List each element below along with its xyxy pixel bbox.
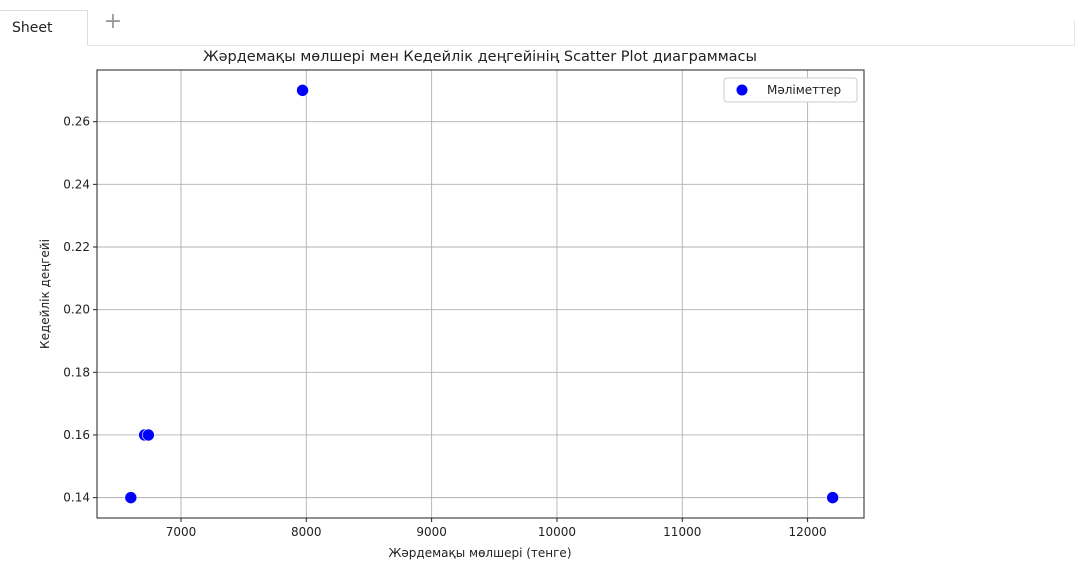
scatter-point — [124, 491, 138, 504]
tab-sheet[interactable]: Sheet — [0, 10, 88, 46]
x-tick-label: 7000 — [166, 525, 197, 539]
y-tick-label: 0.26 — [63, 115, 90, 129]
plot-frame — [96, 69, 865, 519]
x-tick-label: 8000 — [291, 525, 322, 539]
y-tick-label: 0.14 — [63, 491, 90, 505]
legend-box — [723, 77, 858, 103]
scatter-point — [142, 428, 155, 442]
scatter-point — [826, 491, 839, 504]
x-axis-label: Жәрдемақы мөлшері (тенге) — [388, 546, 571, 560]
y-tick-label: 0.20 — [63, 303, 90, 317]
legend-label: Мәліметтер — [767, 83, 841, 97]
x-tick-label: 11000 — [663, 525, 701, 539]
add-sheet-plus-icon[interactable]: + — [103, 9, 123, 34]
legend-marker — [736, 84, 748, 96]
axis-ticks: 7000 8000 9000 10000 11000 12000 0.14 0.16 0.18 0… — [63, 115, 826, 539]
plot-area — [97, 70, 864, 518]
y-tick-label: 0.24 — [63, 177, 90, 191]
x-tick-label: 12000 — [789, 525, 827, 539]
data-points — [124, 84, 839, 504]
x-tick-label: 10000 — [538, 525, 576, 539]
y-tick-label: 0.18 — [63, 365, 90, 379]
x-tick-label: 9000 — [416, 525, 447, 539]
legend: Мәліметтер — [723, 77, 858, 103]
chart-title: Жәрдемақы мөлшері мен Кедейлік деңгейіні… — [203, 49, 757, 65]
scatter-point — [296, 84, 309, 97]
grid-lines — [97, 70, 864, 518]
y-tick-label: 0.22 — [63, 240, 90, 254]
sheet-tab-bar: Sheet + — [0, 0, 1075, 46]
y-tick-label: 0.16 — [63, 428, 90, 442]
tab-sheet-label: Sheet — [12, 20, 53, 36]
y-axis-label: Кедейлік деңгейі — [38, 239, 52, 349]
